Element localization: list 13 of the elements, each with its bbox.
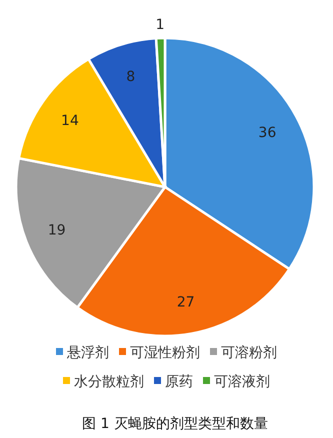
legend-label: 可溶粉剂 bbox=[221, 345, 277, 361]
data-label: 19 bbox=[48, 222, 66, 238]
legend-label: 可湿性粉剂 bbox=[130, 345, 200, 361]
legend-label: 可溶液剂 bbox=[214, 374, 270, 390]
legend-label: 水分散粒剂 bbox=[74, 374, 144, 390]
legend-label: 原药 bbox=[165, 374, 193, 390]
data-label: 8 bbox=[126, 68, 136, 85]
legend-label: 悬浮剂 bbox=[66, 345, 109, 361]
data-label: 1 bbox=[156, 17, 165, 34]
data-label: 36 bbox=[258, 124, 276, 141]
data-label: 14 bbox=[61, 113, 79, 130]
caption: 图 1 灭蝇胺的剂型类型和数量 bbox=[82, 416, 268, 432]
data-label: 27 bbox=[176, 294, 195, 310]
